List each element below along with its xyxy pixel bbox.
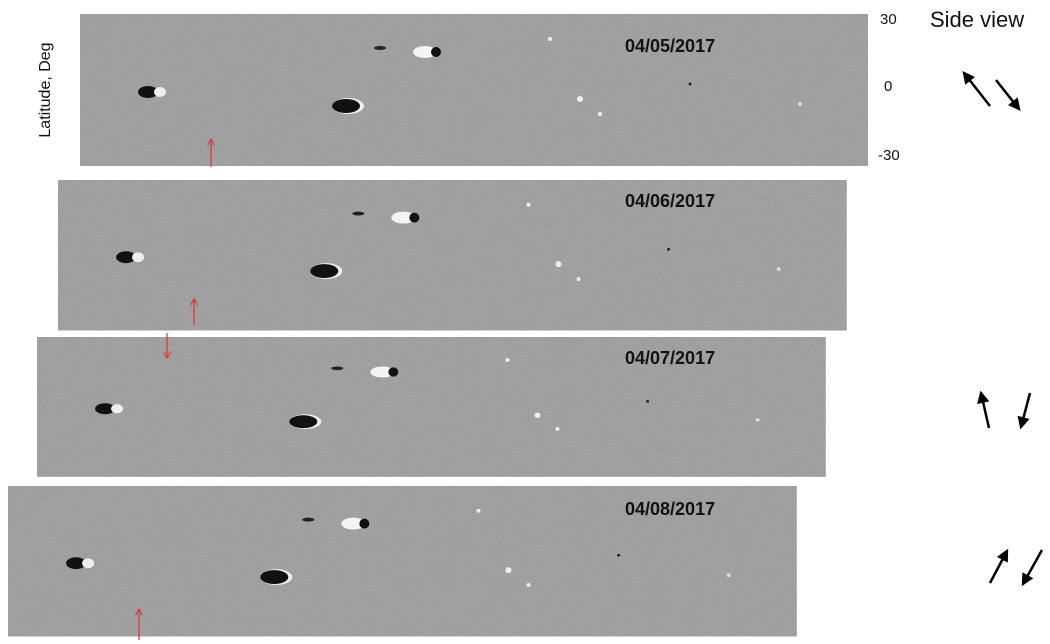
panel-3: 04/07/2017 <box>37 333 826 477</box>
tick-label: -30 <box>878 147 900 164</box>
panel-1: 04/05/2017 <box>80 14 868 167</box>
panel-2: 04/06/2017 <box>58 180 847 330</box>
side-view-arrows <box>962 71 1044 587</box>
side-view-label: Side view <box>930 7 1024 32</box>
axis-label: Latitude, Deg <box>37 42 54 137</box>
panel-date: 04/08/2017 <box>625 499 715 519</box>
panel-date: 04/06/2017 <box>625 191 715 211</box>
tick-label: 0 <box>884 78 892 95</box>
panel-date: 04/05/2017 <box>625 36 715 56</box>
tick-label: 30 <box>880 11 897 28</box>
panel-date: 04/07/2017 <box>625 348 715 368</box>
panel-4: 04/08/2017 <box>8 486 797 640</box>
